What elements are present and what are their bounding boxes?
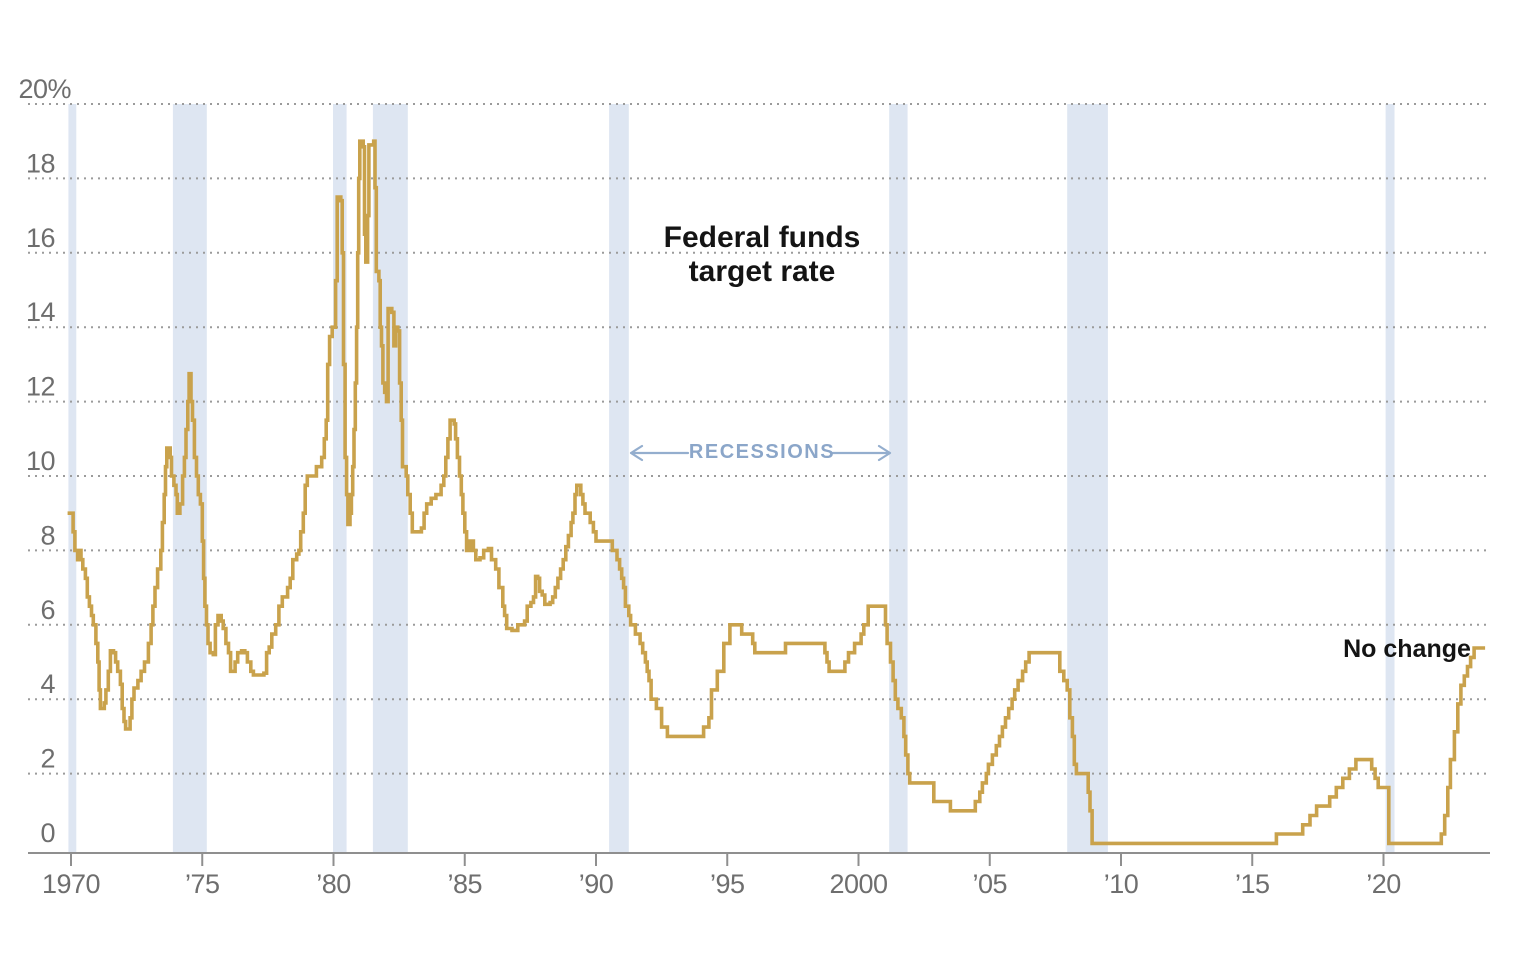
recessions-left-arrow-icon: [629, 444, 690, 462]
y-tick-label: 12: [26, 372, 55, 402]
y-tick-label: 6: [40, 595, 55, 625]
y-tick-label: 2: [40, 744, 55, 774]
y-tick-label: 0: [40, 818, 55, 848]
x-tick-label: ’90: [579, 869, 614, 899]
rate-line: [67, 139, 1486, 846]
recession-band: [1385, 104, 1395, 853]
x-tick-label: ’95: [710, 869, 745, 899]
chart-title-line2: target rate: [688, 255, 836, 288]
recession-band: [609, 104, 629, 853]
chart-title: Federal funds target rate: [577, 221, 947, 289]
y-tick-label: 18: [26, 148, 55, 178]
y-tick-label: 8: [40, 520, 55, 550]
x-tick-label: ’85: [447, 869, 482, 899]
chart-title-line1: Federal funds: [663, 221, 861, 254]
x-tick-label: ’10: [1104, 869, 1139, 899]
x-tick-label: ’05: [972, 869, 1007, 899]
y-tick-label: 20%: [18, 74, 71, 104]
x-tick-label: ’80: [316, 869, 351, 899]
x-tick-label: 1970: [42, 869, 100, 899]
x-tick-label: ’20: [1366, 869, 1401, 899]
y-tick-label: 10: [26, 446, 55, 476]
recession-band: [172, 104, 207, 853]
recession-band: [68, 104, 77, 853]
recession-band: [333, 104, 347, 853]
recessions-label: RECESSIONS: [688, 441, 836, 463]
y-tick-label: 4: [40, 669, 55, 699]
y-tick-label: 14: [26, 297, 56, 327]
x-tick-label: ’75: [185, 869, 220, 899]
no-change-annotation: No change: [1343, 635, 1471, 663]
x-tick-label: ’15: [1235, 869, 1270, 899]
recession-band: [372, 104, 408, 853]
y-tick-label: 16: [26, 223, 55, 253]
x-tick-label: 2000: [829, 869, 887, 899]
recessions-right-arrow-icon: [831, 444, 892, 462]
